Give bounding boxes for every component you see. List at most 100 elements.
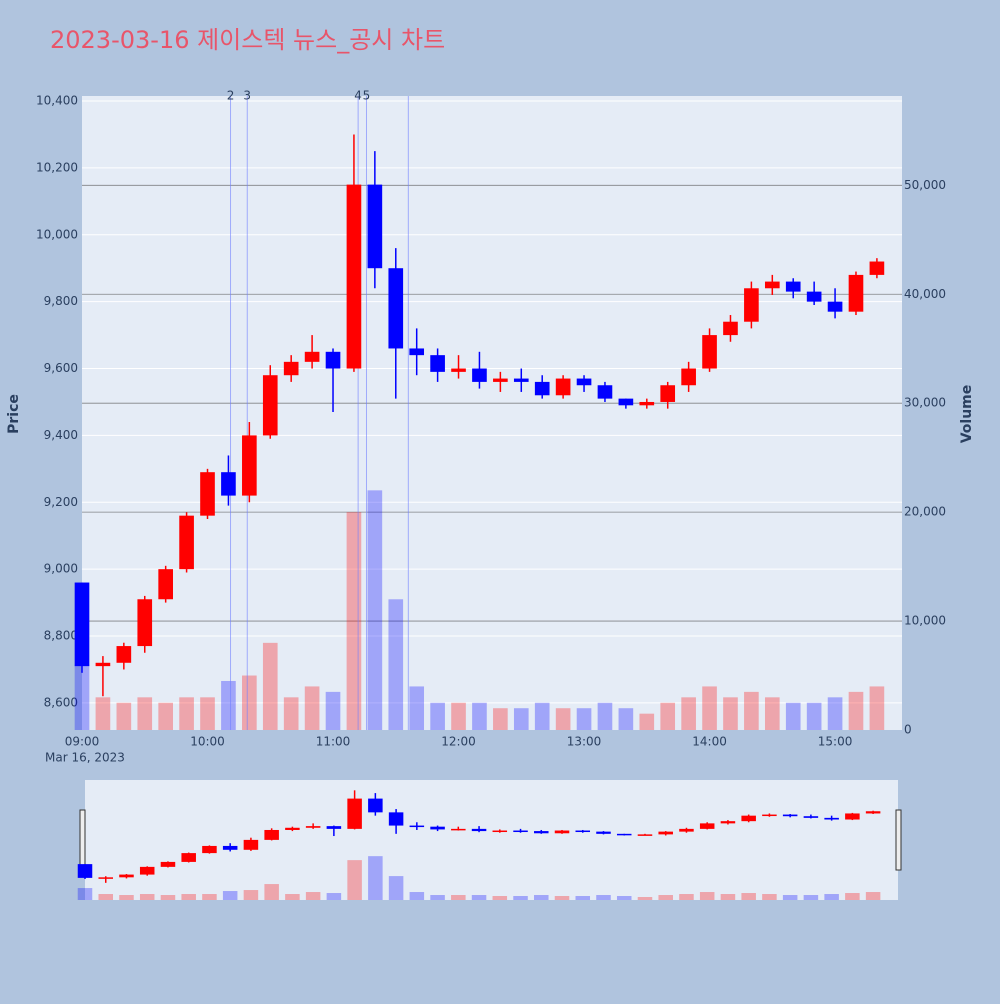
slider-volume-bar bbox=[637, 897, 653, 900]
candle-body bbox=[242, 435, 257, 496]
slider-volume-bar bbox=[139, 894, 155, 900]
slider-handle[interactable] bbox=[895, 809, 902, 871]
volume-bar bbox=[451, 702, 466, 730]
volume-bar bbox=[806, 702, 822, 730]
y2-tick-label: 40,000 bbox=[904, 287, 946, 301]
volume-bar bbox=[660, 702, 676, 730]
candle-body bbox=[262, 375, 278, 436]
slider-volume-bar bbox=[430, 895, 445, 900]
candle-body bbox=[179, 515, 194, 570]
volume-bar bbox=[74, 664, 90, 730]
volume-bar bbox=[702, 686, 717, 730]
volume-bar bbox=[283, 697, 299, 730]
candle-body bbox=[409, 348, 425, 356]
candle-body bbox=[493, 378, 508, 382]
slider-volume-bar bbox=[865, 892, 881, 900]
y2-tick-label: 30,000 bbox=[904, 396, 946, 410]
volume-bar bbox=[388, 599, 404, 730]
candle-body bbox=[304, 351, 320, 362]
candle-body bbox=[388, 268, 404, 349]
x-tick-label: 14:00 bbox=[692, 735, 727, 749]
candle-body bbox=[116, 646, 132, 663]
volume-bar bbox=[848, 691, 864, 730]
y2-axis-title: Volume bbox=[959, 385, 975, 444]
volume-bar bbox=[262, 642, 278, 730]
volume-bar bbox=[116, 702, 132, 730]
volume-bar bbox=[618, 708, 634, 730]
y2-tick-label: 50,000 bbox=[904, 178, 946, 192]
slider-candle-body bbox=[202, 845, 217, 854]
candle-body bbox=[702, 335, 717, 369]
candle-body bbox=[618, 398, 634, 406]
slider-candle-body bbox=[119, 874, 134, 878]
candle-body bbox=[806, 291, 822, 302]
volume-bar bbox=[744, 691, 759, 730]
slider-candle-body bbox=[575, 830, 591, 833]
slider-volume-bar bbox=[305, 892, 321, 900]
slider-candle-body bbox=[305, 826, 321, 828]
volume-bar bbox=[597, 702, 613, 730]
slider-candle-body bbox=[782, 814, 798, 817]
x-tick-label: 13:00 bbox=[567, 735, 602, 749]
y2-tick-label: 10,000 bbox=[904, 614, 946, 628]
candle-body bbox=[283, 361, 299, 376]
candle-body bbox=[660, 385, 676, 402]
candle-body bbox=[451, 368, 466, 372]
candle-body bbox=[74, 582, 90, 667]
volume-bar bbox=[221, 680, 236, 730]
volume-bar bbox=[764, 697, 780, 730]
slider-candle-body bbox=[845, 813, 860, 820]
candle-body bbox=[785, 281, 801, 292]
slider-volume-bar bbox=[679, 894, 694, 900]
candle-body bbox=[472, 368, 487, 382]
volume-bar bbox=[95, 697, 111, 730]
volume-bar bbox=[409, 686, 425, 730]
x-tick-label: 11:00 bbox=[316, 735, 351, 749]
y-tick-label: 10,400 bbox=[36, 94, 78, 108]
candle-body bbox=[555, 378, 571, 396]
slider-candle-body bbox=[534, 831, 549, 834]
slider-handle[interactable] bbox=[79, 809, 86, 871]
slider-candle-body bbox=[430, 826, 445, 830]
y-tick-label: 9,000 bbox=[44, 562, 78, 576]
y-tick-label: 10,000 bbox=[36, 227, 78, 241]
slider-volume-bar bbox=[222, 891, 238, 900]
y-tick-label: 9,400 bbox=[44, 428, 78, 442]
slider-volume-bar bbox=[824, 894, 839, 900]
volume-bar bbox=[158, 702, 173, 730]
slider-volume-bar bbox=[98, 894, 113, 900]
candle-body bbox=[95, 662, 111, 667]
slider-volume-bar bbox=[658, 895, 673, 900]
date-label: Mar 16, 2023 bbox=[45, 751, 125, 765]
plot-area bbox=[82, 96, 902, 730]
slider-candle-body bbox=[679, 828, 694, 832]
range-slider[interactable] bbox=[85, 780, 898, 900]
slider-volume-bar bbox=[513, 896, 528, 900]
slider-candle-body bbox=[347, 798, 362, 829]
volume-bar bbox=[493, 708, 508, 730]
slider-candle-body bbox=[865, 811, 881, 814]
news-label: 4 bbox=[354, 89, 362, 103]
slider-volume-bar bbox=[762, 894, 777, 900]
volume-bar bbox=[576, 708, 592, 730]
slider-candle-body bbox=[285, 827, 300, 830]
slider-volume-bar bbox=[285, 894, 300, 900]
volume-bar bbox=[137, 697, 153, 730]
volume-bar bbox=[325, 691, 341, 730]
slider-candle-body bbox=[181, 853, 196, 862]
slider-candle-body bbox=[492, 830, 508, 833]
volume-bar bbox=[430, 702, 445, 730]
candle-body bbox=[848, 274, 864, 312]
y-tick-label: 9,800 bbox=[44, 294, 78, 308]
slider-candle-body bbox=[699, 823, 715, 829]
slider-volume-bar bbox=[160, 895, 176, 900]
slider-volume-bar bbox=[471, 895, 487, 900]
slider-volume-bar bbox=[409, 892, 425, 900]
slider-candle-body bbox=[388, 812, 404, 826]
y-tick-label: 10,200 bbox=[36, 160, 78, 174]
slider-volume-bar bbox=[720, 894, 736, 900]
candle-body bbox=[325, 351, 341, 369]
candle-body bbox=[158, 569, 173, 600]
volume-bar bbox=[472, 702, 487, 730]
